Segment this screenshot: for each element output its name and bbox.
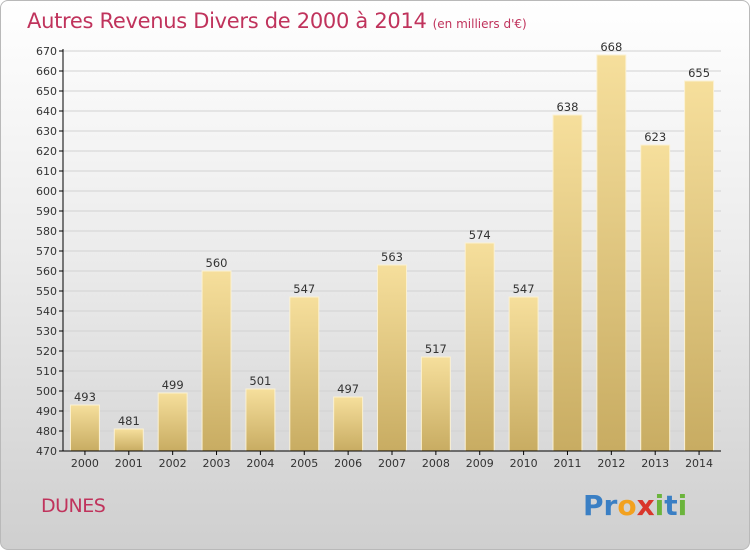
data-label-2014: 655 bbox=[688, 66, 710, 80]
data-labels: 493 481 499 560 501 547 497 563 517 574 547 638 668 6… bbox=[74, 40, 710, 428]
data-label-2009: 574 bbox=[469, 228, 491, 242]
logo-letter: x bbox=[636, 489, 655, 522]
data-label-2002: 499 bbox=[162, 378, 184, 392]
data-label-2000: 493 bbox=[74, 390, 96, 404]
x-tick-label-2004: 2004 bbox=[246, 457, 274, 470]
y-tick-label: 590 bbox=[36, 205, 57, 218]
bar-2002 bbox=[157, 392, 188, 452]
logo-letter: P bbox=[583, 489, 604, 522]
bar-2007 bbox=[377, 264, 407, 452]
bar-2013 bbox=[640, 144, 671, 452]
logo-letter: i bbox=[677, 489, 688, 522]
y-tick-label: 480 bbox=[36, 425, 57, 438]
data-label-2011: 638 bbox=[556, 100, 578, 114]
bar-2008 bbox=[420, 356, 451, 452]
x-tick-label-2011: 2011 bbox=[553, 457, 581, 470]
x-tick-label-2002: 2002 bbox=[159, 457, 187, 470]
bar-2009 bbox=[464, 242, 495, 452]
y-tick-label: 580 bbox=[36, 225, 57, 238]
x-tick-label-2009: 2009 bbox=[466, 457, 494, 470]
y-tick-label: 640 bbox=[36, 105, 57, 118]
logo-letter: r bbox=[603, 489, 618, 522]
y-tick-label: 630 bbox=[36, 125, 57, 138]
data-label-2004: 501 bbox=[249, 374, 271, 388]
y-tick-label: 540 bbox=[36, 305, 57, 318]
bar-2000 bbox=[69, 404, 100, 452]
chart-unit: (en milliers d'€) bbox=[432, 17, 527, 31]
y-tick-label: 520 bbox=[36, 345, 57, 358]
x-tick-label-2012: 2012 bbox=[597, 457, 625, 470]
y-tick-label: 470 bbox=[36, 445, 57, 458]
y-tick-label: 490 bbox=[36, 405, 57, 418]
data-label-2010: 547 bbox=[513, 282, 535, 296]
y-tick-label: 650 bbox=[36, 85, 57, 98]
bar-2005 bbox=[289, 296, 320, 452]
x-tick-label-2005: 2005 bbox=[290, 457, 318, 470]
y-tick-label: 610 bbox=[36, 165, 57, 178]
bar-2012 bbox=[596, 54, 627, 452]
data-label-2003: 560 bbox=[206, 256, 228, 270]
y-tick-label: 670 bbox=[36, 45, 57, 58]
data-label-2001: 481 bbox=[118, 414, 140, 428]
bar-2010 bbox=[508, 296, 539, 452]
x-tick-label-2007: 2007 bbox=[378, 457, 406, 470]
data-label-2008: 517 bbox=[425, 342, 447, 356]
bars bbox=[69, 54, 715, 452]
bar-2001 bbox=[113, 428, 144, 452]
data-label-2012: 668 bbox=[600, 40, 622, 54]
proxiti-logo: Proxiti bbox=[583, 489, 687, 522]
chart-title: Autres Revenus Divers de 2000 à 2014 (en … bbox=[27, 9, 527, 33]
y-tick-label: 560 bbox=[36, 265, 57, 278]
data-label-2005: 547 bbox=[293, 282, 315, 296]
bar-2003 bbox=[201, 270, 232, 452]
bar-2011 bbox=[552, 114, 583, 452]
logo-letter: i bbox=[654, 489, 665, 522]
y-tick-label: 570 bbox=[36, 245, 57, 258]
x-tick-label-2008: 2008 bbox=[422, 457, 450, 470]
y-tick-label: 600 bbox=[36, 185, 57, 198]
x-tick-label-2014: 2014 bbox=[685, 457, 713, 470]
data-label-2013: 623 bbox=[644, 130, 666, 144]
bar-2006 bbox=[333, 396, 364, 452]
city-name: DUNES bbox=[41, 495, 106, 517]
x-tick-label-2013: 2013 bbox=[641, 457, 669, 470]
x-tick-label-2001: 2001 bbox=[115, 457, 143, 470]
y-tick-label: 510 bbox=[36, 365, 57, 378]
y-tick-label: 500 bbox=[36, 385, 57, 398]
logo-letter: o bbox=[617, 489, 637, 522]
chart-title-text: Autres Revenus Divers de 2000 à 2014 bbox=[27, 9, 427, 33]
y-tick-label: 530 bbox=[36, 325, 57, 338]
x-tick-label-2003: 2003 bbox=[203, 457, 231, 470]
data-label-2006: 497 bbox=[337, 382, 359, 396]
y-tick-label: 660 bbox=[36, 65, 57, 78]
bar-2014 bbox=[684, 80, 715, 452]
y-tick-label: 620 bbox=[36, 145, 57, 158]
axes: 470 480 490 500 510 520 530 540 550 560 570 580 590 6… bbox=[36, 45, 721, 470]
logo-letter: t bbox=[664, 489, 678, 522]
y-tick-label: 550 bbox=[36, 285, 57, 298]
bar-2004 bbox=[245, 388, 276, 452]
data-label-2007: 563 bbox=[381, 250, 403, 264]
x-tick-label-2010: 2010 bbox=[510, 457, 538, 470]
x-tick-label-2006: 2006 bbox=[334, 457, 362, 470]
x-tick-label-2000: 2000 bbox=[71, 457, 99, 470]
